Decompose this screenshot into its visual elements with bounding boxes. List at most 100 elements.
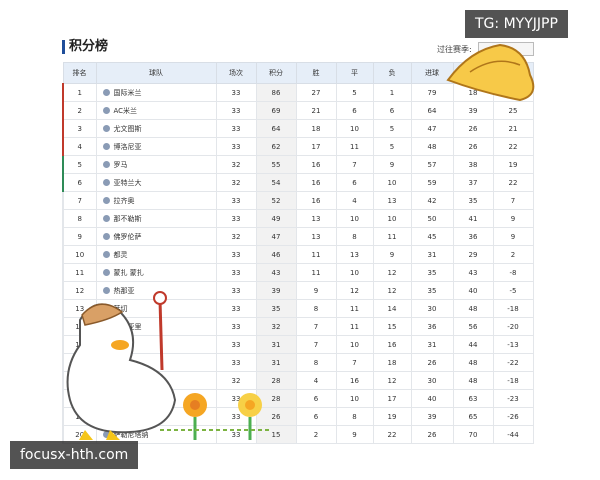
cell: 8 [295,353,337,372]
cell: 11 [372,227,412,246]
cell: 22 [492,173,534,192]
cell: 16 [295,173,337,192]
cell: 43 [255,263,297,282]
cell: 14 [372,299,412,318]
cell: 10 [335,209,374,228]
column-header [492,62,534,84]
team-logo [102,431,110,438]
team-logo [102,143,110,150]
cell: 18 [62,389,97,408]
cell: 7 [295,335,337,354]
page-title: 积分榜 [62,40,108,54]
team-logo [102,251,110,258]
team-name-text: 拉齐奥 [113,196,135,205]
cell: 12 [372,263,412,282]
cell: 33 [215,191,257,210]
cell: 32 [215,173,257,192]
cell: 11 [335,317,374,336]
cell: 54 [255,173,297,192]
cell: 35 [255,299,297,318]
team-name: 国际米兰 [95,83,217,102]
cell: 21 [295,101,337,120]
standings-row: 15 33 31 7 10 16 31 44 -13 [62,335,534,354]
cell: 79 [410,83,454,102]
cell: 16 [372,335,412,354]
cell: 48 [452,353,494,372]
cell: 13 [62,299,97,318]
cell: 1 [372,83,412,102]
team-logo [102,341,110,348]
standings-row: 2 AC米兰 33 69 21 6 6 64 39 25 [62,101,534,120]
cell: 10 [335,119,374,138]
cell: 35 [452,191,494,210]
team-logo [102,179,110,186]
team-name-text: 罗马 [113,160,128,169]
cell: 35 [410,263,454,282]
column-header: 球队 [95,62,217,84]
team-name-text: 卡利亚里 [113,322,142,331]
cell: 8 [335,227,374,246]
cell: -26 [492,407,534,426]
cell: 33 [215,209,257,228]
cell: 42 [410,191,454,210]
team-name-text: 博洛尼亚 [113,142,142,151]
standings-row: 19 33 26 6 8 19 39 65 -26 [62,407,534,426]
team-name: 热那亚 [95,281,217,300]
cell: 15 [62,335,97,354]
season-select[interactable] [478,42,534,56]
cell: 31 [255,353,297,372]
cell: 12 [335,281,374,300]
cell: 12 [62,281,97,300]
cell: 11 [335,137,374,156]
cell: 16 [295,191,337,210]
cell: 9 [492,209,534,228]
cell: 16 [335,371,374,390]
column-header: 排名 [62,62,97,84]
standings-row: 9 佛罗伦萨 32 47 13 8 11 45 36 9 [62,227,534,246]
cell: 86 [255,83,297,102]
cell: 10 [372,173,412,192]
cell: 18 [452,83,494,102]
cell: 7 [335,353,374,372]
standings-row: 8 那不勒斯 33 49 13 10 10 50 41 9 [62,209,534,228]
cell: 25 [492,101,534,120]
cell: 5 [372,137,412,156]
standings-row: 6 亚特兰大 32 54 16 6 10 59 37 22 [62,173,534,192]
team-name: 蒙扎 蒙扎 [95,263,217,282]
cell: 2 [295,425,337,444]
cell: 37 [452,173,494,192]
team-name [95,389,217,408]
standings-table: 排名 球队 场次 积分胜平负进球 1 国际米兰 33 86 27 5 1 79 18 61 2 AC米兰 33… [62,62,534,444]
cell: 35 [410,281,454,300]
cell: 39 [410,407,454,426]
cell: -23 [492,389,534,408]
team-name-text: 萨勒尼塔纳 [113,430,149,439]
cell: 6 [335,173,374,192]
cell: 17 [295,137,337,156]
cell: 33 [215,317,257,336]
cell: 13 [335,245,374,264]
cell: 47 [410,119,454,138]
cell: 48 [410,137,454,156]
cell: 9 [372,155,412,174]
column-header: 胜 [295,62,337,84]
cell: 13 [295,227,337,246]
cell: 32 [255,317,297,336]
cell: 47 [255,227,297,246]
team-name-text: 亚特兰大 [113,178,142,187]
standings-row: 11 蒙扎 蒙扎 33 43 11 10 12 35 43 -8 [62,263,534,282]
cell: 16 [62,353,97,372]
cell: 11 [295,245,337,264]
cell: 6 [62,173,97,192]
cell: 14 [62,317,97,336]
cell: 33 [215,425,257,444]
cell: 39 [452,101,494,120]
cell: 26 [452,137,494,156]
cell: 12 [372,371,412,390]
column-header: 场次 [215,62,257,84]
standings-row: 5 罗马 32 55 16 7 9 57 38 19 [62,155,534,174]
season-label: 过往赛季: [437,45,472,54]
cell: 62 [255,137,297,156]
cell: 5 [335,83,374,102]
